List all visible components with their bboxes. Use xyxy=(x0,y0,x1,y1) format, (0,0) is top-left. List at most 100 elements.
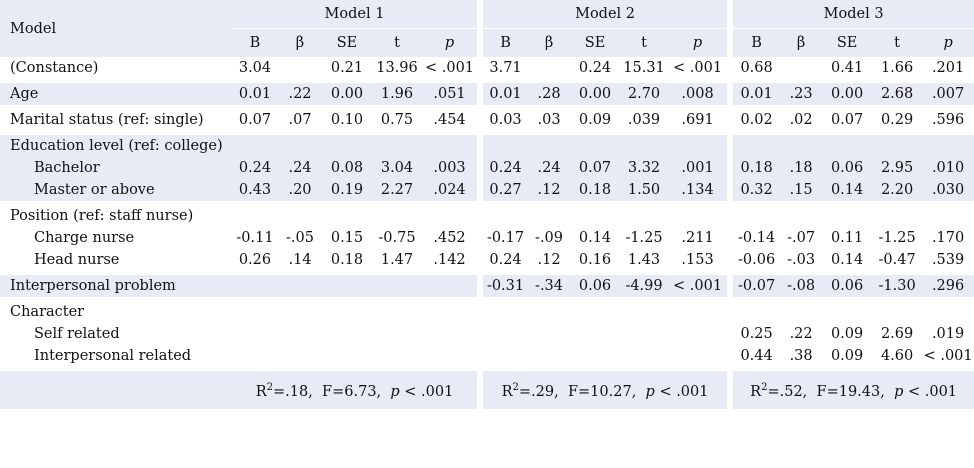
table-cell: 2.27 xyxy=(380,182,414,198)
row-label: (Constance) xyxy=(10,60,99,76)
table-cell: .12 xyxy=(537,252,561,268)
p-label: p xyxy=(645,383,655,400)
table-cell xyxy=(528,301,570,323)
table-cell xyxy=(668,323,730,345)
table-cell xyxy=(477,301,529,323)
table-cell xyxy=(477,135,529,157)
table-cell xyxy=(528,135,570,157)
table-cell: 15.31 xyxy=(623,60,665,76)
table-cell: .539 xyxy=(931,252,965,268)
table-cell xyxy=(477,345,529,367)
f-value: F=10.27, xyxy=(567,383,637,400)
table-cell xyxy=(780,301,822,323)
model-fit-cell: R2=.52, F=19.43, p < .001 xyxy=(727,371,974,409)
table-cell xyxy=(322,301,372,323)
table-cell xyxy=(570,301,620,323)
subcol-header: B xyxy=(727,28,781,57)
table-cell: .003 xyxy=(433,160,466,176)
table-cell: .201 xyxy=(931,60,965,76)
table-cell: 0.01 xyxy=(477,83,529,105)
table-row: Position (ref: staff nurse) xyxy=(0,205,974,227)
table-cell xyxy=(278,323,322,345)
table-cell: 0.24 xyxy=(578,60,612,76)
table-cell xyxy=(570,323,620,345)
table-cell: 0.09 xyxy=(830,348,864,364)
r2-value: =.18, xyxy=(273,383,313,400)
table-cell: 13.96 xyxy=(376,60,418,76)
table-cell: .23 xyxy=(789,86,813,102)
table-cell: .07 xyxy=(288,112,312,128)
table-cell: 0.24 xyxy=(238,160,272,176)
table-cell xyxy=(570,345,620,367)
model-fit-cell: R2=.29, F=10.27, p < .001 xyxy=(477,371,731,409)
table-cell: 0.44 xyxy=(727,345,781,367)
table-cell: 0.26 xyxy=(238,252,272,268)
table-cell xyxy=(570,205,620,227)
table-cell: -.08 xyxy=(787,278,816,294)
table-cell: 0.18 xyxy=(727,157,781,179)
subcol-header: B xyxy=(249,35,261,51)
table-cell: -.34 xyxy=(535,278,564,294)
table-cell: 2.69 xyxy=(880,326,914,342)
table-cell xyxy=(822,135,872,157)
table-cell xyxy=(528,323,570,345)
table-cell xyxy=(322,275,372,297)
table-cell: 0.29 xyxy=(880,112,914,128)
table-cell: 1.66 xyxy=(880,60,914,76)
table-body: (Constance) 3.04 0.21 13.96 < .001 3.71 0.24 15… xyxy=(0,57,974,371)
table-cell: < .001 xyxy=(424,60,475,76)
table-cell: .22 xyxy=(288,86,312,102)
table-cell xyxy=(232,135,278,157)
table-cell: .02 xyxy=(789,112,813,128)
table-cell: .134 xyxy=(681,182,714,198)
table-cell: -1.25 xyxy=(878,230,916,246)
row-label: Character xyxy=(10,304,85,320)
table-cell: -.07 xyxy=(787,230,816,246)
table-cell xyxy=(322,323,372,345)
table-cell xyxy=(322,135,372,157)
row-label: Interpersonal problem xyxy=(10,278,176,294)
row-label: Charge nurse xyxy=(34,230,135,246)
table-cell: 0.09 xyxy=(578,112,612,128)
table-cell: .153 xyxy=(681,252,714,268)
table-cell xyxy=(528,345,570,367)
table-cell: .039 xyxy=(627,112,661,128)
table-cell xyxy=(922,205,974,227)
table-cell: 3.71 xyxy=(477,57,529,79)
table-cell: -.03 xyxy=(787,252,816,268)
table-cell xyxy=(278,301,322,323)
table-cell: .024 xyxy=(433,182,466,198)
table-cell: 0.06 xyxy=(578,278,612,294)
table-cell: 0.24 xyxy=(477,157,529,179)
subcol-header: β xyxy=(544,35,554,51)
table-cell xyxy=(922,301,974,323)
table-cell xyxy=(570,135,620,157)
header-row-groups: Model Model 1 Model 2 Model 3 xyxy=(0,0,974,37)
table-cell: 0.21 xyxy=(330,60,364,76)
table-cell: -0.11 xyxy=(236,230,274,246)
table-cell: .22 xyxy=(789,326,813,342)
table-cell: .15 xyxy=(789,182,813,198)
table-cell: 0.27 xyxy=(477,179,529,201)
table-cell: -0.17 xyxy=(477,227,529,249)
table-cell: 2.95 xyxy=(880,160,914,176)
table-cell: 3.32 xyxy=(627,160,661,176)
table-cell xyxy=(620,323,668,345)
table-cell xyxy=(780,57,822,79)
subcol-header: SE xyxy=(584,35,606,51)
table-cell: 0.08 xyxy=(330,160,364,176)
table-cell: .454 xyxy=(433,112,466,128)
f-value: F=6.73, xyxy=(322,383,382,400)
table-cell: .051 xyxy=(433,86,466,102)
table-cell: .691 xyxy=(681,112,714,128)
table-row: Interpersonal related 0.44 .38 0.09 4.60 < .0… xyxy=(0,345,974,367)
table-cell xyxy=(872,301,922,323)
model-fit-cell: R2=.18, F=6.73, p < .001 xyxy=(232,371,480,409)
table-cell xyxy=(322,205,372,227)
table-cell xyxy=(372,323,422,345)
table-cell: 0.01 xyxy=(727,83,781,105)
row-label: Interpersonal related xyxy=(34,348,192,364)
row-label: Head nurse xyxy=(34,252,120,268)
table-cell xyxy=(278,57,322,79)
